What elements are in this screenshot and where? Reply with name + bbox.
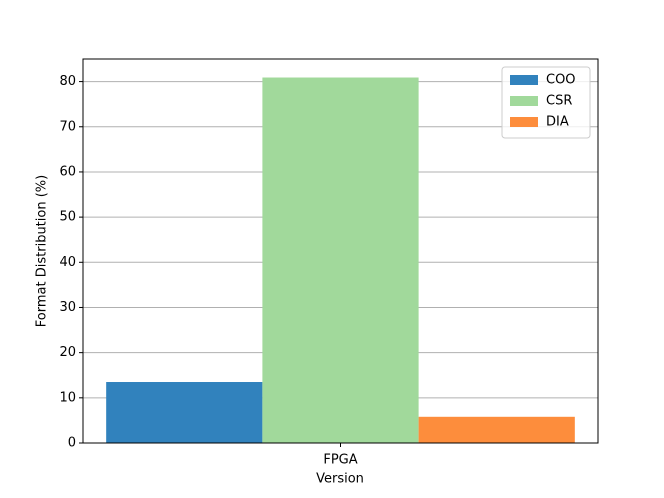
y-tick-label: 60 [59, 164, 76, 179]
y-tick-label: 70 [59, 119, 76, 134]
bar [106, 382, 263, 443]
y-tick-label: 50 [59, 210, 76, 225]
y-axis-label: Format Distribution (%) [35, 175, 50, 327]
y-tick-label: 40 [59, 255, 76, 270]
y-tick-label: 20 [59, 345, 76, 360]
bar [262, 77, 419, 444]
plot-frame [82, 58, 599, 444]
legend-label: CSR [546, 94, 572, 109]
legend-label: DIA [546, 115, 569, 130]
y-tick-label: 80 [59, 74, 76, 89]
y-tick-label: 0 [68, 436, 76, 451]
legend-swatch [510, 117, 538, 127]
legend-swatch [510, 96, 538, 106]
x-axis-label: Version [316, 472, 364, 487]
bar [418, 416, 575, 443]
x-tick-label: FPGA [323, 453, 357, 468]
y-tick-label: 10 [59, 390, 76, 405]
legend-label: COO [546, 73, 576, 88]
y-tick-label: 30 [59, 300, 76, 315]
legend-swatch [510, 75, 538, 85]
